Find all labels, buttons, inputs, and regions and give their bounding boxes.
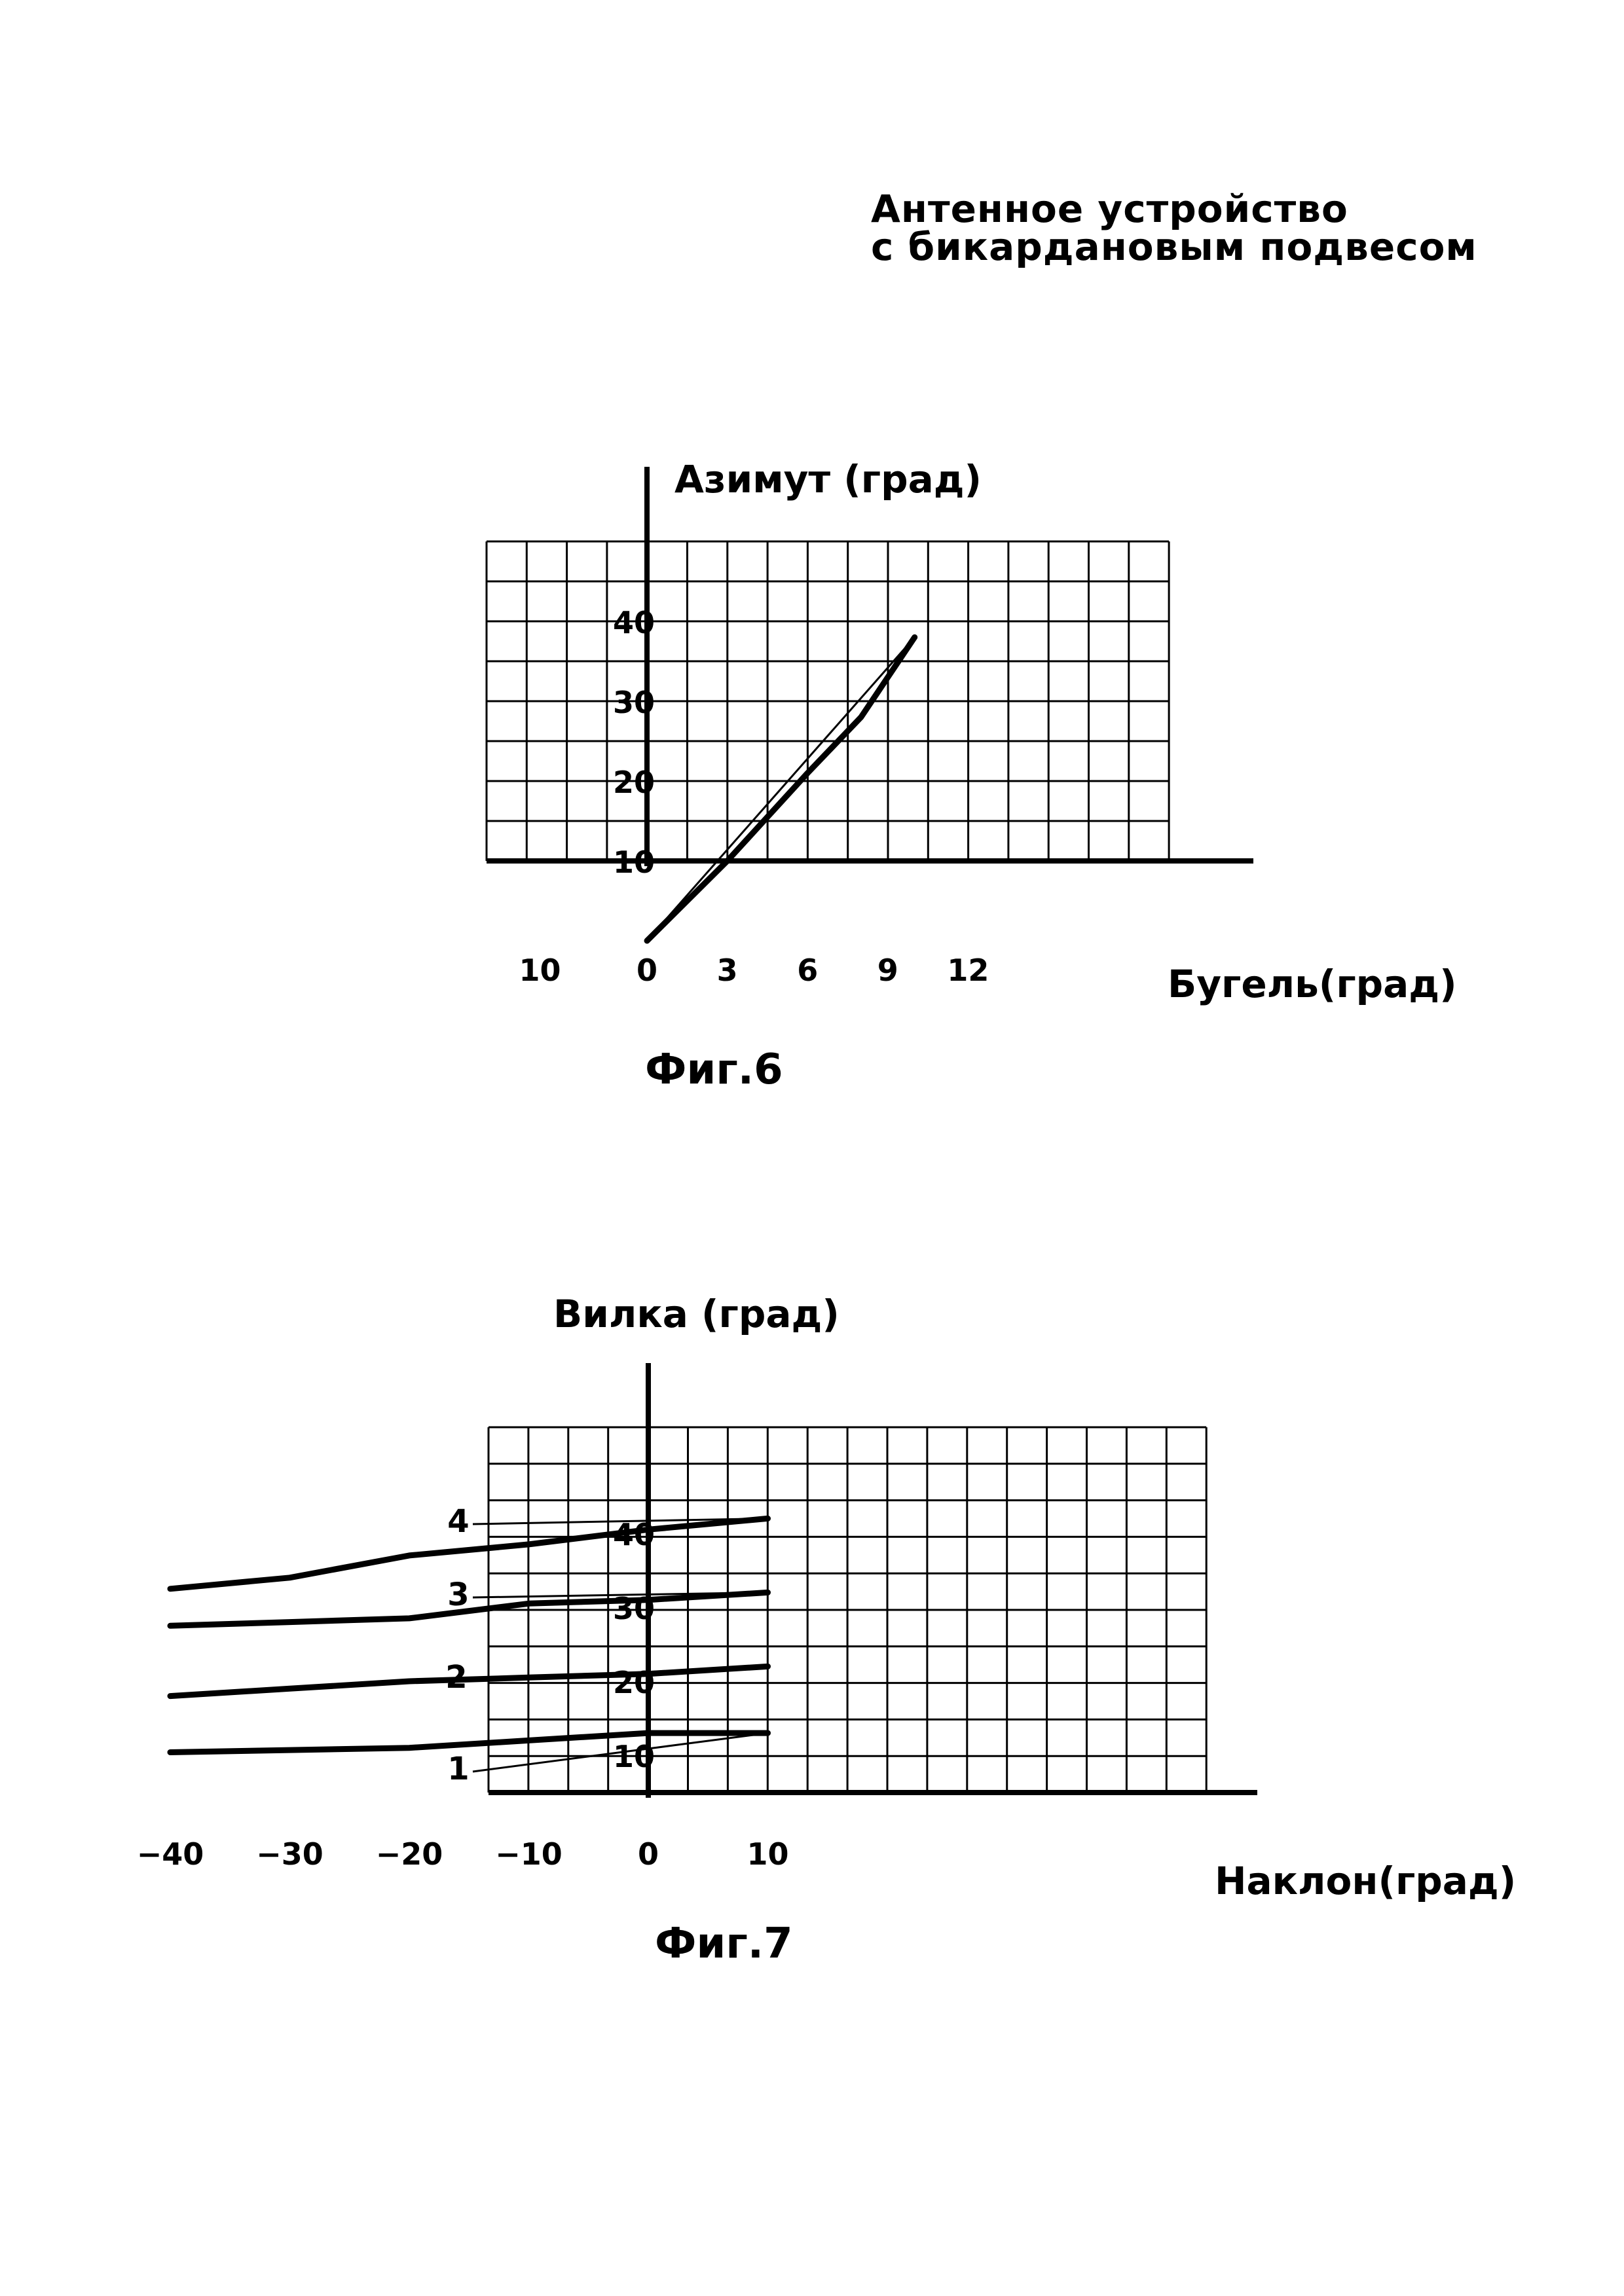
y-tick-label: 20 [613, 1665, 655, 1700]
x-tick-label: 3 [717, 953, 738, 988]
x-axis-label: Бугель(град) [1168, 962, 1457, 1006]
x-tick-label: 9 [877, 953, 898, 988]
x-tick-label: 0 [638, 1836, 659, 1872]
x-tick-label: −40 [137, 1836, 204, 1872]
x-tick-label: 12 [947, 953, 989, 988]
y-tick-label: 10 [613, 1739, 655, 1774]
series-label: 3 [447, 1576, 469, 1613]
y-tick-label: 20 [613, 765, 655, 800]
x-tick-label: 6 [797, 953, 818, 988]
y-tick-label: 10 [613, 845, 655, 880]
figure-caption: Фиг.7 [655, 1920, 793, 1968]
x-tick-label: 10 [519, 953, 561, 988]
x-tick-label: −10 [495, 1836, 563, 1872]
y-tick-label: 40 [613, 605, 655, 640]
chart-grid [487, 541, 1169, 861]
x-axis-label: Наклон(град) [1215, 1859, 1516, 1903]
figure-caption: Фиг.6 [645, 1046, 783, 1094]
figure-6-chart: 10 20 30 40 10 0 3 6 9 12 Азимут (град) Бугель(град… [487, 457, 1457, 1094]
x-tick-label: 10 [747, 1836, 788, 1872]
y-tick-label: 30 [613, 1591, 655, 1626]
series-label: 1 [447, 1751, 469, 1787]
series-label: 2 [445, 1659, 467, 1696]
figure-7-chart: 10203040100−10−20−30−40Вилка (град)Накло… [137, 1292, 1517, 1968]
y-axis-label: Вилка (град) [553, 1292, 840, 1336]
y-axis-label: Азимут (град) [674, 457, 982, 501]
series-line [170, 1733, 768, 1752]
y-tick-label: 30 [613, 685, 655, 720]
x-tick-label: 0 [637, 953, 657, 988]
x-tick-label: −30 [256, 1836, 323, 1872]
x-tick-label: −20 [376, 1836, 443, 1872]
series-label: 4 [447, 1503, 469, 1540]
